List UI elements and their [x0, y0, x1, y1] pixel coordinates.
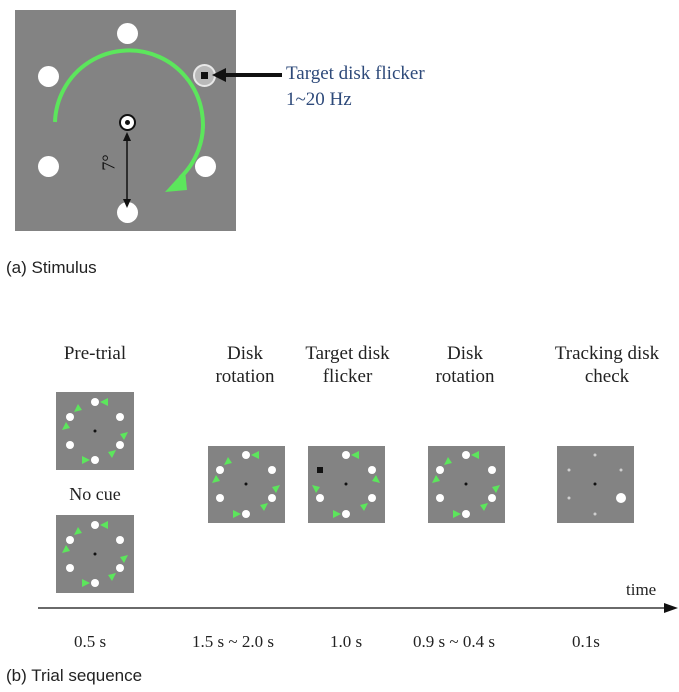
rotation-arrow-arc — [53, 48, 205, 180]
stimulus-disk-upper-left — [38, 66, 59, 87]
target-annotation-text: Target disk flicker 1~20 Hz — [286, 61, 425, 113]
stimulus-disk-top — [117, 23, 138, 44]
stage-label-disk-rotation-2: Disk rotation — [435, 343, 495, 387]
panel-pre-trial-cue — [56, 392, 134, 470]
time-axis-label: time — [626, 580, 657, 599]
target-disk-flicker — [193, 64, 216, 87]
rotation-arrow-head — [165, 170, 187, 192]
stimulus-disk-bottom — [117, 202, 138, 223]
target-disk-dark-center — [201, 72, 208, 79]
target-annotation-line2: 1~20 Hz — [286, 89, 352, 110]
target-annotation-line1: Target disk flicker — [286, 63, 425, 84]
stage-label-pre-trial: Pre-trial — [63, 343, 127, 364]
panel-pre-trial-no-cue — [56, 515, 134, 593]
fixation-point — [119, 114, 136, 131]
stimulus-caption: (a) Stimulus — [6, 258, 97, 277]
no-cue-label: No cue — [69, 484, 121, 504]
duration-pre-trial: 0.5 s — [74, 632, 107, 651]
panel-target-flicker — [308, 446, 385, 523]
time-axis-arrowhead — [664, 603, 678, 613]
stimulus-overlay — [53, 48, 205, 208]
duration-target-flicker: 1.0 s — [330, 632, 363, 651]
duration-disk-rotation-2: 0.9 s ~ 0.4 s — [413, 632, 495, 651]
duration-disk-rotation-1: 1.5 s ~ 2.0 s — [192, 632, 274, 651]
panel-tracking-check — [557, 446, 634, 523]
distance-arrow-head-bottom — [123, 199, 131, 208]
stage-label-tracking-check: Tracking disk check — [554, 343, 660, 387]
stimulus-panel: 7° — [15, 10, 236, 231]
distance-label: 7° — [98, 154, 119, 171]
stimulus-disk-lower-right — [195, 156, 216, 177]
distance-arrow-head-top — [123, 132, 131, 141]
time-axis — [38, 603, 678, 613]
fixation-dot — [125, 120, 130, 125]
panel-disk-rotation-1 — [208, 446, 285, 523]
stage-label-disk-rotation-1: Disk rotation — [215, 343, 275, 387]
panel-disk-rotation-2 — [428, 446, 505, 523]
sequence-caption: (b) Trial sequence — [6, 666, 143, 685]
duration-tracking-check: 0.1s — [572, 632, 600, 651]
target-annotation-arrow — [212, 68, 282, 82]
stage-label-target-flicker: Target disk flicker — [305, 343, 390, 387]
stimulus-disk-lower-left — [38, 156, 59, 177]
